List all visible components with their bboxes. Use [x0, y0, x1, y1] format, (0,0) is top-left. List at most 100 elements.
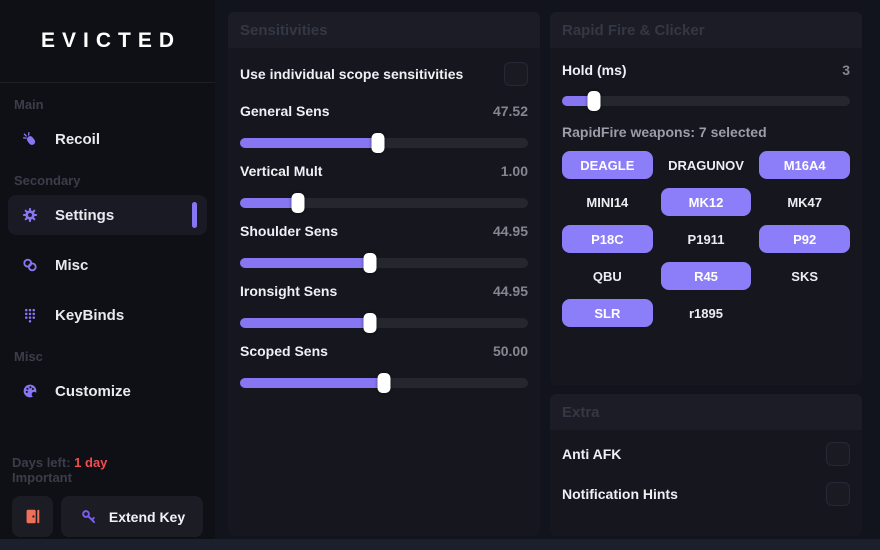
ironsight-sens-slider[interactable]	[240, 313, 528, 333]
general-sens-slider-thumb[interactable]	[371, 133, 385, 153]
key-icon	[79, 507, 99, 527]
extend-key-label: Extend Key	[108, 508, 186, 525]
sidebar-section-label-misc: Misc	[14, 349, 43, 364]
shoulder-sens-slider-thumb[interactable]	[363, 253, 377, 273]
shoulder-sens-slider[interactable]	[240, 253, 528, 273]
weapon-button-p1911[interactable]: P1911	[661, 225, 752, 253]
sidebar-item-label: Customize	[55, 382, 131, 400]
door-exit-icon	[23, 507, 43, 527]
mouse-click-icon	[20, 129, 40, 149]
hold-row: Hold (ms) 3	[562, 62, 850, 78]
weapons-grid: DEAGLE DRAGUNOV M16A4 MINI14 MK12 MK47 P18C P19…	[562, 151, 850, 327]
sidebar-section-label-main: Main	[14, 97, 44, 112]
sidebar-item-label: Settings	[55, 206, 115, 224]
slider-label-scoped-sens: Scoped Sens	[240, 343, 328, 359]
ironsight-sens-slider-fill	[240, 318, 370, 328]
shoulder-sens-slider-fill	[240, 258, 370, 268]
extra-panel: Extra Anti AFK Notification Hints	[550, 394, 862, 536]
slider-group-general-sens: General Sens 47.52	[240, 102, 528, 153]
anti-afk-checkbox[interactable]	[826, 442, 850, 466]
weapons-selected-count: 7 selected	[698, 124, 767, 140]
sidebar: EVICTED Main Recoil Secondary Settings Misc K…	[0, 0, 215, 539]
sidebar-item-misc[interactable]: Misc	[8, 245, 207, 285]
vertical-mult-slider[interactable]	[240, 193, 528, 213]
sidebar-nav: Main Recoil Secondary Settings Misc KeyBinds M…	[0, 97, 215, 411]
gear-icon	[20, 205, 40, 225]
rapid-fire-panel: Rapid Fire & Clicker Hold (ms) 3 RapidFi…	[550, 12, 862, 385]
slider-label-shoulder-sens: Shoulder Sens	[240, 223, 339, 239]
weapon-button-p18c[interactable]: P18C	[562, 225, 653, 253]
shoulder-sens-slider-track[interactable]	[240, 258, 528, 268]
sidebar-item-keybinds[interactable]: KeyBinds	[8, 295, 207, 335]
sensitivities-header: Sensitivities	[228, 12, 540, 48]
slider-group-vertical-mult: Vertical Mult 1.00	[240, 162, 528, 213]
ironsight-sens-slider-thumb[interactable]	[363, 313, 377, 333]
weapon-button-dragunov[interactable]: DRAGUNOV	[661, 151, 752, 179]
rapid-fire-header: Rapid Fire & Clicker	[550, 12, 862, 48]
toggle-label-notification-hints: Notification Hints	[562, 486, 678, 502]
slider-value-scoped-sens: 50.00	[492, 343, 528, 359]
weapon-button-mini14[interactable]: MINI14	[562, 188, 653, 216]
slider-label-vertical-mult: Vertical Mult	[240, 163, 323, 179]
weapon-button-r45[interactable]: R45	[660, 262, 752, 290]
sidebar-item-settings[interactable]: Settings	[8, 195, 207, 235]
important-label: Important	[12, 470, 72, 485]
weapon-button-p92[interactable]: P92	[759, 225, 850, 253]
weapon-button-m16a4[interactable]: M16A4	[759, 151, 850, 179]
vertical-mult-slider-thumb[interactable]	[291, 193, 305, 213]
hold-slider-thumb[interactable]	[587, 91, 601, 111]
weapons-caption: RapidFire weapons: 7 selected	[562, 124, 850, 142]
slider-value-ironsight-sens: 44.95	[492, 283, 528, 299]
weapon-button-qbu[interactable]: QBU	[562, 262, 653, 290]
active-indicator-pill	[192, 202, 197, 228]
slider-label-ironsight-sens: Ironsight Sens	[240, 283, 338, 299]
sidebar-item-label: Misc	[55, 256, 89, 274]
toggle-label-anti-afk: Anti AFK	[562, 446, 622, 462]
rings-icon	[20, 255, 40, 275]
toggle-row-notification-hints: Notification Hints	[562, 477, 850, 511]
weapon-button-deagle[interactable]: DEAGLE	[562, 151, 653, 179]
weapon-button-mk47[interactable]: MK47	[759, 188, 850, 216]
hold-slider-track[interactable]	[562, 96, 850, 106]
sidebar-footer: Days left: 1 day Important	[12, 455, 203, 537]
scoped-sens-slider-fill	[240, 378, 384, 388]
weapon-button-sks[interactable]: SKS	[759, 262, 850, 290]
general-sens-slider[interactable]	[240, 133, 528, 153]
rapid-fire-title: Rapid Fire & Clicker	[562, 21, 705, 39]
sensitivities-title: Sensitivities	[240, 21, 328, 39]
scoped-sens-slider-thumb[interactable]	[377, 373, 391, 393]
extend-key-button[interactable]: Extend Key	[61, 496, 203, 537]
days-left-value: 1 day	[74, 455, 108, 470]
slider-value-general-sens: 47.52	[492, 103, 528, 119]
toggle-row-anti-afk: Anti AFK	[562, 437, 850, 471]
notification-hints-checkbox[interactable]	[826, 482, 850, 506]
sidebar-item-recoil[interactable]: Recoil	[8, 119, 207, 159]
ironsight-sens-slider-track[interactable]	[240, 318, 528, 328]
weapon-button-mk12[interactable]: MK12	[660, 188, 752, 216]
weapons-caption-label: RapidFire weapons:	[562, 124, 696, 140]
hold-slider[interactable]	[562, 91, 850, 111]
days-left-line: Days left: 1 day	[12, 455, 203, 470]
app-logo: EVICTED	[0, 0, 215, 83]
weapon-button-slr[interactable]: SLR	[562, 299, 653, 327]
slider-group-ironsight-sens: Ironsight Sens 44.95	[240, 282, 528, 333]
bottom-strip	[0, 539, 880, 550]
sidebar-item-label: Recoil	[55, 130, 101, 148]
slider-group-shoulder-sens: Shoulder Sens 44.95	[240, 222, 528, 273]
sidebar-item-label: KeyBinds	[55, 306, 125, 324]
individual-scope-checkbox[interactable]	[504, 62, 528, 86]
individual-scope-label: Use individual scope sensitivities	[240, 66, 464, 82]
weapon-button-r1895[interactable]: r1895	[661, 299, 752, 327]
hold-slider-fill	[562, 96, 594, 106]
vertical-mult-slider-fill	[240, 198, 298, 208]
general-sens-slider-fill	[240, 138, 379, 148]
exit-button[interactable]	[12, 496, 53, 537]
days-left-label: Days left:	[12, 455, 71, 470]
slider-label-general-sens: General Sens	[240, 103, 330, 119]
vertical-mult-slider-track[interactable]	[240, 198, 528, 208]
sensitivities-panel: Sensitivities Use individual scope sensi…	[228, 12, 540, 536]
extra-header: Extra	[550, 394, 862, 430]
scoped-sens-slider[interactable]	[240, 373, 528, 393]
sidebar-item-customize[interactable]: Customize	[8, 371, 207, 411]
slider-value-shoulder-sens: 44.95	[492, 223, 528, 239]
